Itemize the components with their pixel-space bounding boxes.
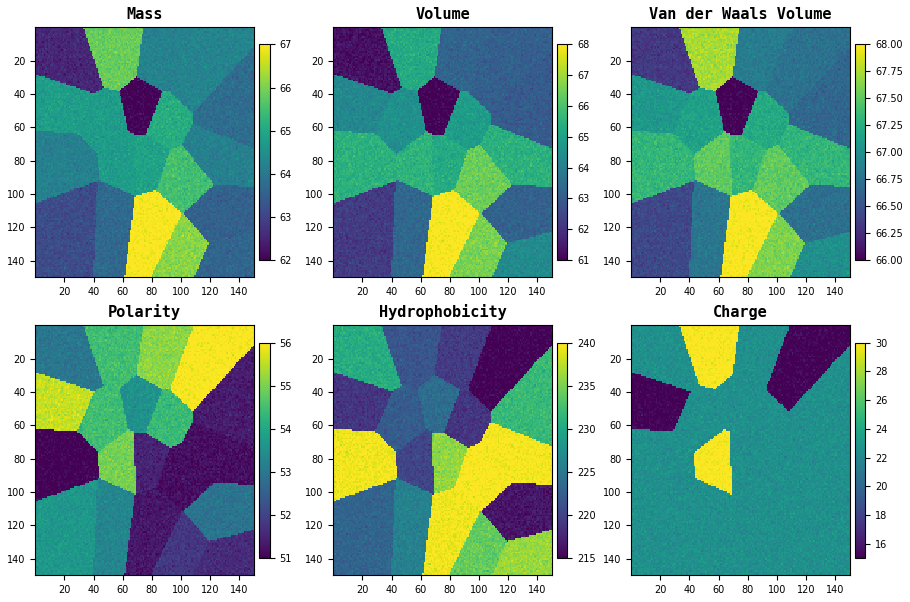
Title: Polarity: Polarity: [108, 304, 181, 320]
Title: Mass: Mass: [126, 7, 163, 22]
Title: Van der Waals Volume: Van der Waals Volume: [650, 7, 832, 22]
Title: Volume: Volume: [415, 7, 470, 22]
Title: Hydrophobicity: Hydrophobicity: [379, 304, 507, 320]
Title: Charge: Charge: [713, 305, 768, 320]
